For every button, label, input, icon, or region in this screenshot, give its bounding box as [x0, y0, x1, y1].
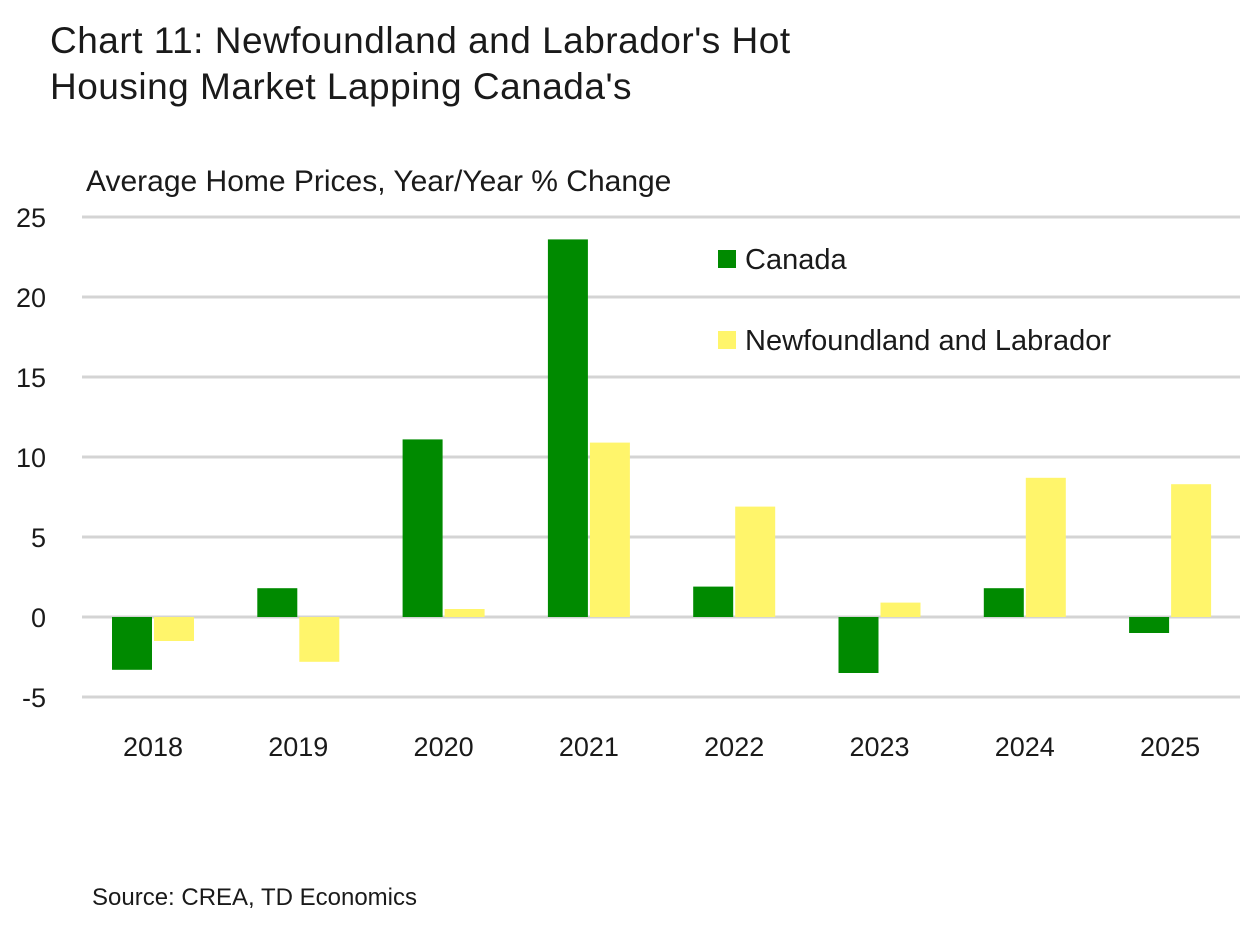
bar-newfoundland-2018	[154, 617, 194, 641]
y-tick-label: 5	[31, 523, 46, 553]
bar-newfoundland-2021	[589, 442, 630, 617]
y-tick-label: -5	[22, 683, 46, 713]
legend-swatch	[718, 331, 736, 349]
chart-subtitle: Average Home Prices, Year/Year % Change	[86, 165, 672, 198]
x-tick-label: 2018	[123, 732, 183, 762]
bar-canada-2019	[257, 588, 298, 617]
bar-newfoundland-2023	[880, 602, 921, 617]
x-tick-label: 2023	[849, 732, 909, 762]
y-tick-label: 20	[16, 283, 46, 313]
bar-canada-2025	[1129, 617, 1170, 633]
bar-newfoundland-2024	[1025, 477, 1066, 617]
x-tick-label: 2025	[1140, 732, 1200, 762]
x-tick-label: 2024	[995, 732, 1055, 762]
y-tick-label: 25	[16, 203, 46, 233]
legend-swatch	[718, 250, 736, 268]
x-tick-label: 2019	[268, 732, 328, 762]
bar-canada-2024	[983, 588, 1024, 617]
source-note: Source: CREA, TD Economics	[92, 884, 417, 911]
x-tick-label: 2020	[414, 732, 474, 762]
bar-canada-2021	[547, 239, 588, 617]
x-tick-label: 2022	[704, 732, 764, 762]
bar-canada-2023	[838, 617, 879, 673]
legend-label: Newfoundland and Labrador	[745, 325, 1111, 357]
y-tick-label: 10	[16, 443, 46, 473]
bar-newfoundland-2019	[299, 617, 340, 662]
bar-canada-2022	[693, 586, 734, 617]
chart-title-line-2: Housing Market Lapping Canada's	[50, 66, 633, 107]
bar-newfoundland-2020	[444, 609, 485, 617]
y-tick-label: 15	[16, 363, 46, 393]
chart-title-line-1: Chart 11: Newfoundland and Labrador's Ho…	[50, 20, 791, 61]
legend-label: Canada	[745, 244, 847, 276]
bar-newfoundland-2025	[1171, 484, 1212, 617]
bar-newfoundland-2022	[735, 506, 776, 617]
x-tick-label: 2021	[559, 732, 619, 762]
bar-canada-2018	[112, 617, 152, 670]
y-tick-label: 0	[31, 603, 46, 633]
chart-title: Chart 11: Newfoundland and Labrador's Ho…	[50, 18, 791, 110]
bar-canada-2020	[402, 439, 443, 617]
